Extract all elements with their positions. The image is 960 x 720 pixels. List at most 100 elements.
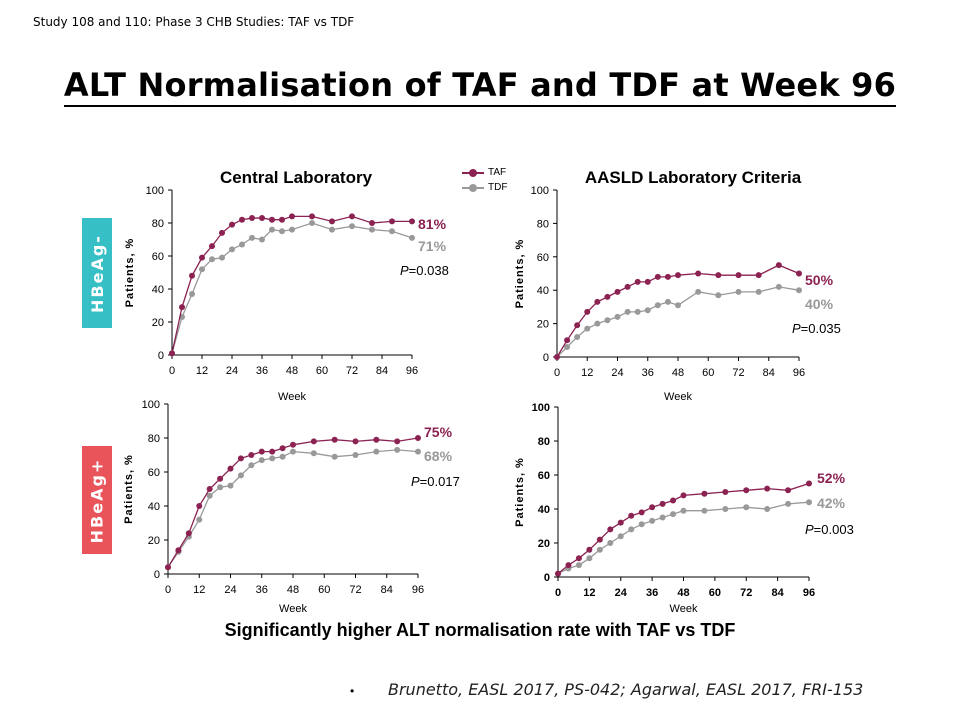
chart-1-series-tdf-point xyxy=(644,307,651,314)
chart-3-series-taf-point xyxy=(743,487,750,494)
chart-3-y-tick-label: 60 xyxy=(538,470,550,482)
chart-2-x-tick-label: 0 xyxy=(165,584,171,596)
chart-3-x-tick-label: 24 xyxy=(615,587,628,599)
hbeag-positive-badge: HBeAg+ xyxy=(82,446,112,554)
chart-2-series-tdf-point xyxy=(310,450,317,457)
chart-2-series-tdf-point xyxy=(196,516,203,523)
chart-0-series-tdf-point xyxy=(349,223,355,230)
chart-0-series-tdf-point xyxy=(239,241,245,248)
chart-3-series-tdf-point xyxy=(638,521,645,528)
chart-0-series-tdf-point xyxy=(189,290,195,297)
hbeag-negative-badge: HBeAg- xyxy=(82,218,112,328)
chart-3-x-tick-label: 60 xyxy=(709,587,721,599)
chart-3-series-tdf-point xyxy=(659,514,666,521)
chart-2-series-taf-point xyxy=(290,441,296,448)
chart-0-y-tick-label: 0 xyxy=(158,350,164,362)
chart-1-series-tdf-point xyxy=(654,302,661,309)
chart-2-series-tdf-point xyxy=(217,484,224,491)
legend-swatch-taf xyxy=(462,168,484,178)
chart-3-series-tdf-point xyxy=(701,507,708,514)
chart-2-series-tdf-point xyxy=(248,462,255,469)
chart-2-series-tdf-point xyxy=(415,448,421,455)
chart-1-x-tick-label: 12 xyxy=(581,367,593,379)
chart-0-series-taf-point xyxy=(309,213,315,220)
chart-1-series-taf-point xyxy=(644,278,651,285)
chart-2-x-tick-label: 96 xyxy=(412,584,424,596)
chart-2-x-tick-label: 12 xyxy=(193,584,205,596)
chart-0-y-tick-label: 60 xyxy=(152,251,164,263)
legend-label-tdf: TDF xyxy=(488,182,508,193)
chart-1-series-taf-point xyxy=(564,337,571,344)
chart-2-series-taf-point xyxy=(227,465,234,472)
chart-3-x-tick-label: 36 xyxy=(646,587,658,599)
chart-2-y-axis-label: Patients, % xyxy=(123,454,135,524)
legend-label-taf: TAF xyxy=(488,167,507,178)
chart-3-series-taf-point xyxy=(806,480,812,487)
chart-2-series-taf-point xyxy=(269,448,276,455)
chart-0-series-taf-point xyxy=(389,218,395,225)
chart-0-series-taf-point xyxy=(219,229,225,236)
chart-1-series-taf-point xyxy=(775,262,782,269)
chart-0-y-tick-label: 80 xyxy=(152,218,164,230)
chart-0-series-taf-point xyxy=(179,304,185,311)
page-title: ALT Normalisation of TAF and TDF at Week… xyxy=(0,66,960,107)
chart-0-x-tick-label: 24 xyxy=(226,365,238,377)
chart-3-x-tick-label: 96 xyxy=(803,587,815,599)
chart-1-x-tick-label: 24 xyxy=(611,367,623,379)
chart-3-series-taf-point xyxy=(764,485,771,492)
chart-3-series-taf-point xyxy=(628,512,635,519)
chart-3-y-tick-label: 40 xyxy=(538,504,550,516)
chart-3-series-tdf-point xyxy=(596,546,603,553)
chart-3-series-tdf-point xyxy=(628,526,635,533)
chart-2-y-tick-label: 80 xyxy=(148,433,160,445)
legend-swatch-tdf xyxy=(462,183,484,193)
chart-2-y-tick-label: 20 xyxy=(148,535,160,547)
chart-2-series-taf-point xyxy=(206,486,213,492)
chart-1-end-label-tdf: 40% xyxy=(805,296,834,312)
chart-2-series-taf-point xyxy=(331,436,338,443)
chart-1-series-taf-point xyxy=(624,283,631,290)
chart-0-series-tdf-point xyxy=(409,234,415,241)
chart-0-series-taf-point xyxy=(249,215,255,222)
chart-2-series-taf-point xyxy=(310,438,317,445)
chart-0-x-tick-label: 36 xyxy=(256,365,268,377)
chart-3-end-label-tdf: 42% xyxy=(817,495,846,511)
chart-0-x-tick-label: 0 xyxy=(169,365,175,377)
reference-citation: Brunetto, EASL 2017, PS-042; Agarwal, EA… xyxy=(388,680,864,699)
chart-1-series-taf-point xyxy=(664,273,671,280)
legend-item-tdf: TDF xyxy=(462,180,507,195)
chart-0-series-tdf-point xyxy=(289,226,295,233)
chart-2-series-taf-point xyxy=(352,438,359,445)
chart-1-series-taf-point xyxy=(695,270,702,277)
summary-statement: Significantly higher ALT normalisation r… xyxy=(224,620,736,640)
chart-2-x-tick-label: 60 xyxy=(318,584,330,596)
chart-2-end-label-tdf: 68% xyxy=(424,448,453,464)
chart-3-series-taf-point xyxy=(555,570,561,577)
chart-1-y-tick-label: 40 xyxy=(537,285,549,297)
chart-2-series-taf-point xyxy=(237,455,244,462)
chart-2-series-tdf-point xyxy=(269,455,276,462)
chart-1-series-tdf-point xyxy=(584,325,591,332)
chart-2-y-tick-label: 40 xyxy=(148,501,160,513)
legend-item-taf: TAF xyxy=(462,165,507,180)
chart-1-series-tdf-point xyxy=(755,288,762,295)
chart-3-series-tdf-point xyxy=(617,533,624,540)
chart-3-series-taf-point xyxy=(670,497,677,504)
chart-3-series-taf-point xyxy=(596,536,603,543)
chart-3-series-tdf-point xyxy=(680,507,687,514)
chart-2-series-taf-point xyxy=(175,547,182,554)
chart-1-y-axis-label: Patients, % xyxy=(514,239,526,309)
chart-2-series-taf-line xyxy=(167,437,419,568)
chart-0-x-tick-label: 96 xyxy=(406,365,418,377)
chart-1-series-taf-point xyxy=(715,272,722,279)
chart-3-series-tdf-point xyxy=(586,555,593,562)
chart-0-series-tdf-point xyxy=(389,228,395,235)
chart-2-series-taf-point xyxy=(373,436,380,443)
chart-1-x-tick-label: 96 xyxy=(793,367,805,379)
chart-1-x-tick-label: 60 xyxy=(702,367,714,379)
chart-0-series-taf-point xyxy=(269,216,275,223)
chart-1-series-taf-point xyxy=(574,322,581,329)
chart-1-p-value: P=0.035 xyxy=(792,321,841,336)
chart-1-series-tdf-point xyxy=(574,333,581,340)
chart-0-x-tick-label: 48 xyxy=(286,365,298,377)
